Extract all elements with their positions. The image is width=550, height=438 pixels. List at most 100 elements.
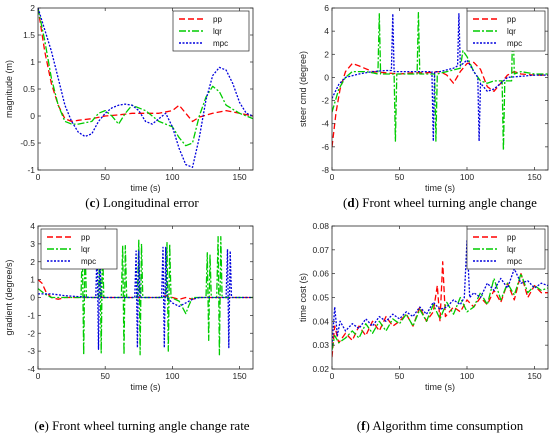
y-tick-label: -1 [27,165,35,175]
y-tick-label: 2 [324,49,329,59]
legend-label-pp: pp [507,15,516,24]
y-tick-label: -2 [321,96,329,106]
caption-paren-close: ) [95,195,103,210]
x-tick-label: 150 [527,371,541,381]
series-line-lqr [38,8,253,147]
legend-label-lqr: lqr [81,245,90,254]
y-tick-label: 0.06 [312,269,329,279]
x-axis-label: time (s) [131,382,161,392]
y-tick-label: 0.5 [23,84,35,94]
series-line-mpc [38,8,253,168]
legend-label-mpc: mpc [507,39,522,48]
legend-label-lqr: lqr [507,245,516,254]
y-tick-label: -6 [321,142,329,152]
caption-text: Front wheel turning angle change [362,195,537,210]
legend-label-lqr: lqr [507,27,516,36]
x-tick-label: 150 [527,172,541,182]
y-tick-label: 1 [30,57,35,67]
x-tick-label: 50 [100,172,110,182]
caption-letter: f [361,418,366,433]
chart-panel-f: 0 50 100 150 0.02 0.03 0.04 0.05 0.06 0.07 0.08 tim… [298,221,549,433]
legend-box [466,10,546,52]
y-tick-label: 0.03 [312,340,329,350]
x-tick-label: 100 [165,172,179,182]
series-line-mpc [38,246,253,350]
legend-label-pp: pp [213,15,222,24]
caption-text: Front wheel turning angle change rate [52,418,250,433]
chart-panel-c: 0 50 100 150 -1 -0.5 0 0.5 1 1.5 2 time (s) magnitud… [4,3,254,210]
x-tick-label: 50 [395,172,405,182]
legend-label-mpc: mpc [81,257,96,266]
x-axis-label: time (s) [425,183,455,193]
x-tick-label: 100 [460,371,474,381]
chart-panel-e: 0 50 100 150 -4 -3 -2 -1 0 1 2 3 4 time (s) gradient (… [4,221,254,433]
legend-label-pp: pp [81,233,90,242]
caption-text: Algorithm time consumption [372,418,523,433]
y-tick-label: 0 [30,111,35,121]
legend-label-pp: pp [507,233,516,242]
y-axis-label: magnitude (m) [4,60,14,118]
y-tick-label: 1 [30,275,35,285]
x-tick-label: 0 [330,172,335,182]
x-tick-label: 100 [460,172,474,182]
series-line-mpc [332,13,548,142]
y-tick-label: -4 [321,119,329,129]
caption-paren-open: ( [34,418,38,433]
x-tick-label: 100 [165,371,179,381]
legend-label-lqr: lqr [213,27,222,36]
caption-paren-open: ( [343,195,347,210]
y-tick-label: 0 [30,293,35,303]
y-tick-label: -2 [27,328,35,338]
y-tick-label: 1.5 [23,30,35,40]
caption-letter: e [39,418,45,433]
y-tick-label: -3 [27,346,35,356]
y-tick-label: 4 [30,221,35,231]
y-tick-label: 0.08 [312,221,329,231]
caption-letter: d [347,195,355,210]
x-tick-label: 0 [330,371,335,381]
y-tick-label: 2 [30,257,35,267]
series-line-pp [38,8,253,123]
x-tick-label: 0 [36,371,41,381]
chart-panel-d: 0 50 100 150 -8 -6 -4 -2 0 2 4 6 time (s) steer cmd (… [298,3,549,210]
x-tick-label: 0 [36,172,41,182]
y-axis-label: time cost (s) [298,273,308,322]
y-tick-label: 0 [324,72,329,82]
legend-label-mpc: mpc [507,257,522,266]
x-axis-label: time (s) [425,382,455,392]
panel-caption: (c) Longitudinal error [85,195,199,210]
caption-paren-open: ( [85,195,89,210]
y-tick-label: 0.05 [312,293,329,303]
series-line-lqr [332,273,548,351]
caption-paren-close: ) [365,418,372,433]
caption-paren-close: ) [355,195,363,210]
y-tick-label: 0.04 [312,316,329,326]
panel-caption: (d) Front wheel turning angle change [343,195,537,210]
caption-text: Longitudinal error [103,195,199,210]
panel-caption: (f) Algorithm time consumption [357,418,524,433]
caption-paren-close: ) [45,418,53,433]
y-tick-label: 2 [30,3,35,13]
y-axis-label: gradient (degree/s) [4,259,14,335]
caption-paren-open: ( [357,418,361,433]
y-tick-label: -1 [27,310,35,320]
series-line-lqr [38,236,253,356]
x-tick-label: 150 [232,371,246,381]
x-tick-label: 50 [100,371,110,381]
caption-letter: c [90,195,96,210]
panel-caption: (e) Front wheel turning angle change rat… [34,418,249,433]
y-tick-label: 4 [324,26,329,36]
y-tick-label: 0.02 [312,364,329,374]
y-axis-label: steer cmd (degree) [298,51,308,127]
y-tick-label: 0.07 [312,245,329,255]
x-axis-label: time (s) [131,183,161,193]
x-tick-label: 50 [395,371,405,381]
y-tick-label: 6 [324,3,329,13]
y-tick-label: -4 [27,364,35,374]
y-tick-label: 3 [30,239,35,249]
y-tick-label: -0.5 [20,138,35,148]
legend-label-mpc: mpc [213,39,228,48]
x-tick-label: 150 [232,172,246,182]
series-line-pp [332,61,548,147]
